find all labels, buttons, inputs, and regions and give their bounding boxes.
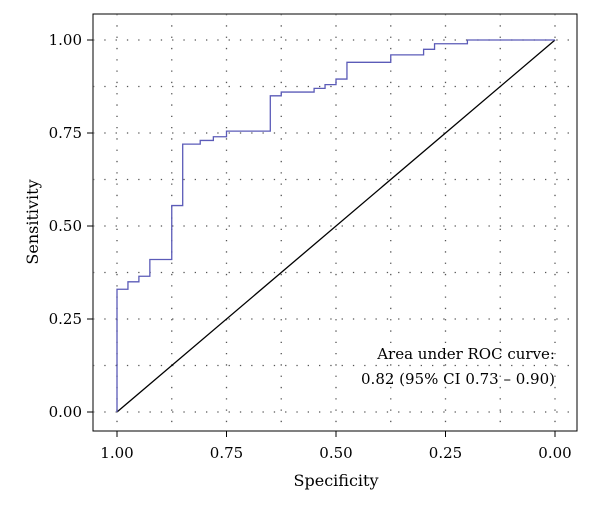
- x-tick-label: 0.75: [210, 444, 243, 462]
- roc-step-line: [116, 39, 555, 412]
- y-tick-label: 0.00: [49, 403, 82, 421]
- diagonal-reference-line: [116, 39, 556, 413]
- axis-ticks: 1.00 0.75 0.50 0.25 0.00 0.00 0.25 0.50 0.75 1.00: [49, 31, 572, 462]
- x-tick-label: 0.00: [538, 444, 571, 462]
- grid: [93, 14, 577, 431]
- x-tick-label: 1.00: [100, 444, 133, 462]
- y-tick-label: 0.75: [49, 124, 82, 142]
- x-axis-label: Specificity: [294, 471, 379, 490]
- y-tick-label: 0.50: [49, 217, 82, 235]
- y-axis-label: Sensitivity: [23, 179, 42, 264]
- auc-annotation-line-2: 0.82 (95% CI 0.73 – 0.90): [361, 370, 555, 388]
- x-tick-label: 0.25: [429, 444, 462, 462]
- roc-curve: [116, 39, 555, 412]
- y-tick-label: 0.25: [49, 310, 82, 328]
- x-tick-label: 0.50: [319, 444, 352, 462]
- diagonal-line: [116, 39, 556, 413]
- auc-annotation-line-1: Area under ROC curve:: [376, 345, 555, 363]
- y-tick-label: 1.00: [49, 31, 82, 49]
- plot-frame: [92, 13, 578, 432]
